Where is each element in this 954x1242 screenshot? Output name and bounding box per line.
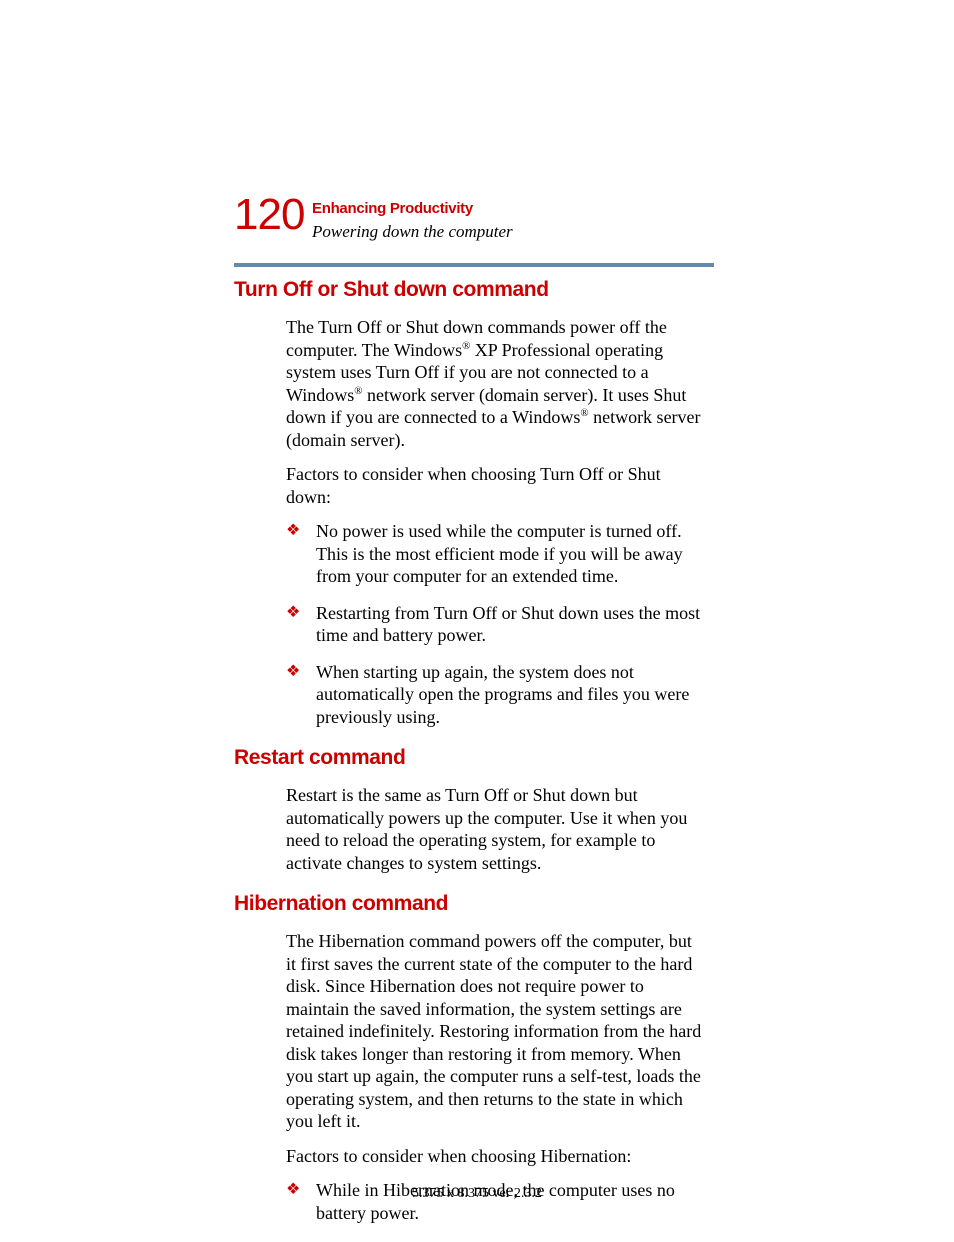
heading-hibernation: Hibernation command (234, 892, 714, 916)
chapter-title: Enhancing Productivity (312, 200, 473, 217)
bullet-list: ❖ No power is used while the computer is… (286, 520, 706, 728)
page: 120 Enhancing Productivity Powering down… (0, 0, 954, 1235)
heading-restart: Restart command (234, 746, 714, 770)
diamond-bullet-icon: ❖ (286, 662, 300, 682)
list-item-text: No power is used while the computer is t… (316, 521, 683, 586)
para: Factors to consider when choosing Hibern… (286, 1145, 706, 1168)
diamond-bullet-icon: ❖ (286, 603, 300, 623)
list-item: ❖ Restarting from Turn Off or Shut down … (286, 602, 706, 647)
page-content: Turn Off or Shut down command The Turn O… (234, 278, 714, 1242)
list-item: ❖ No power is used while the computer is… (286, 520, 706, 588)
page-number: 120 (234, 190, 304, 240)
body-restart: Restart is the same as Turn Off or Shut … (286, 784, 706, 874)
header-rule (234, 263, 714, 267)
para: The Turn Off or Shut down commands power… (286, 316, 706, 451)
list-item-text: When starting up again, the system does … (316, 662, 689, 727)
para: Restart is the same as Turn Off or Shut … (286, 784, 706, 874)
page-footer: 5.375 x 8.375 ver 2.3.2 (0, 1186, 954, 1202)
para: The Hibernation command powers off the c… (286, 930, 706, 1133)
diamond-bullet-icon: ❖ (286, 521, 300, 541)
body-hibernation: The Hibernation command powers off the c… (286, 930, 706, 1224)
para: Factors to consider when choosing Turn O… (286, 463, 706, 508)
body-turnoff: The Turn Off or Shut down commands power… (286, 316, 706, 728)
section-subtitle: Powering down the computer (312, 222, 513, 242)
registered-mark: ® (580, 407, 588, 419)
heading-turnoff: Turn Off or Shut down command (234, 278, 714, 302)
list-item: ❖ When starting up again, the system doe… (286, 661, 706, 729)
list-item-text: Restarting from Turn Off or Shut down us… (316, 603, 700, 646)
